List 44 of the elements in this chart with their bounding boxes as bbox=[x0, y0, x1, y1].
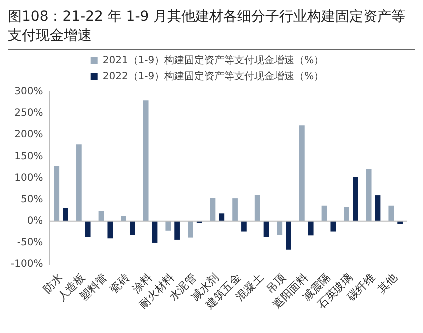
bar bbox=[63, 208, 68, 222]
bar bbox=[166, 221, 172, 231]
x-tick-label: 瓷砖 bbox=[108, 271, 132, 296]
bar bbox=[353, 176, 358, 222]
y-tick-label: 200% bbox=[14, 130, 44, 141]
bar bbox=[85, 221, 91, 238]
bar bbox=[254, 195, 260, 222]
bar bbox=[322, 206, 328, 222]
y-tick-label: 0% bbox=[27, 216, 44, 228]
y-tick-label: 100% bbox=[14, 172, 44, 184]
bar bbox=[242, 221, 247, 232]
bar bbox=[344, 207, 350, 222]
y-tick-label: 250% bbox=[14, 108, 44, 120]
y-tick-label: 300% bbox=[14, 86, 44, 98]
bar bbox=[188, 221, 194, 238]
bar bbox=[219, 214, 225, 222]
bar bbox=[130, 221, 136, 236]
bar bbox=[152, 221, 158, 243]
bar bbox=[54, 166, 60, 222]
bar bbox=[108, 221, 114, 239]
bar bbox=[210, 198, 216, 222]
legend-label: 2022（1-9）构建固定资产等支付现金增速（%） bbox=[102, 70, 324, 83]
chart-title: 图108：21-22 年 1-9 月其他建材各细分子行业构建固定资产等支付现金增速 bbox=[8, 8, 415, 50]
bar bbox=[98, 211, 104, 222]
bar bbox=[232, 198, 238, 222]
bar bbox=[143, 100, 149, 222]
bar bbox=[308, 221, 314, 236]
bar bbox=[174, 221, 180, 240]
bar bbox=[264, 221, 270, 238]
y-tick-label: -100% bbox=[10, 259, 44, 270]
bar bbox=[76, 144, 82, 222]
y-tick-label: 50% bbox=[20, 194, 44, 206]
bar bbox=[388, 206, 394, 222]
bar bbox=[330, 221, 336, 232]
bar bbox=[121, 216, 126, 222]
bar bbox=[286, 221, 292, 250]
y-tick-label: 150% bbox=[14, 151, 44, 162]
bar bbox=[277, 221, 283, 236]
bar bbox=[375, 196, 381, 222]
x-tick-label: 其他 bbox=[375, 271, 400, 296]
y-tick-label: -50% bbox=[17, 238, 44, 249]
bar bbox=[300, 126, 305, 222]
bar bbox=[366, 169, 372, 222]
legend-label: 2021（1-9）构建固定资产等支付现金增速（%） bbox=[102, 54, 324, 67]
